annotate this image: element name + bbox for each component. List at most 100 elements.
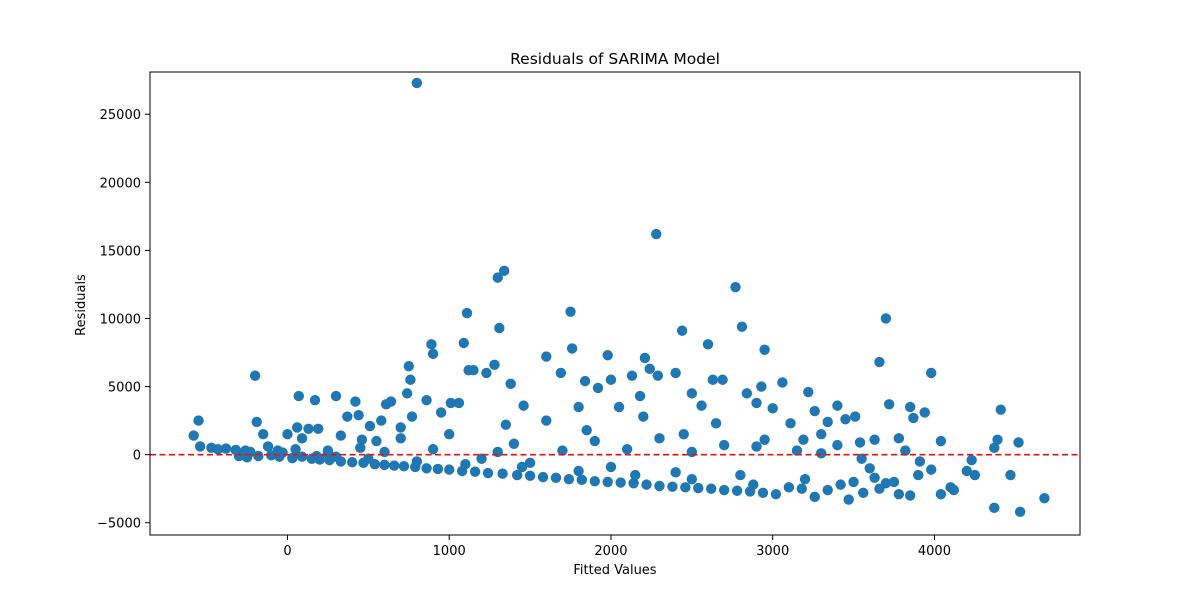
data-point [330,390,342,402]
data-point [444,429,455,440]
data-point [353,409,364,421]
y-axis-label: Residuals [74,274,89,336]
data-point [686,473,698,485]
data-point [296,451,308,462]
data-point [759,434,770,445]
data-point [537,471,549,483]
data-point [426,339,437,350]
data-point [809,491,820,503]
data-point [854,437,866,448]
data-point [492,272,503,283]
data-point [505,378,516,390]
data-point [809,405,820,417]
data-point [395,422,406,433]
data-point [427,348,439,360]
data-point [856,453,867,464]
data-point [626,370,638,381]
data-point [908,412,919,424]
data-point [581,424,592,436]
data-point [309,394,321,406]
data-point [832,439,843,451]
data-point [770,488,782,500]
data-point [670,467,681,478]
data-point [621,444,633,455]
data-point [730,281,741,293]
data-point [874,483,885,494]
data-point [524,470,536,481]
data-point [461,307,473,319]
data-point [652,370,664,381]
data-point [731,485,743,496]
data-point [914,456,926,467]
y-tick-label: 15000 [100,244,141,259]
data-point [888,476,900,488]
data-point [893,488,905,500]
data-point [274,451,285,462]
data-point [693,482,704,494]
data-point [576,474,588,486]
data-point [634,390,646,402]
data-point [759,344,770,355]
data-point [541,351,552,362]
data-point [605,374,617,385]
data-point [736,321,748,332]
data-point [291,422,303,433]
data-point [654,480,665,492]
data-point [212,444,224,455]
x-axis-label: Fitted Values [573,563,656,578]
data-point [615,477,626,488]
data-point [654,433,665,444]
data-point [641,479,652,490]
data-point [406,411,418,422]
y-tick-label: 25000 [100,108,141,123]
data-point [241,452,253,463]
data-point [589,476,600,487]
data-point [926,367,937,379]
data-point [458,337,469,349]
data-point [849,411,861,422]
data-point [432,463,444,475]
data-point [518,400,529,411]
data-point [602,350,613,361]
data-point [644,363,655,375]
data-point [379,446,390,458]
data-point [499,265,510,277]
data-point [557,445,568,456]
data-point [686,388,698,399]
data-point [322,445,334,456]
data-point [376,415,387,426]
data-point [573,401,584,413]
data-point [686,446,698,458]
data-point [961,465,972,477]
data-point [364,420,376,432]
data-point [524,457,536,469]
data-point [869,434,880,445]
data-point [435,407,447,418]
data-point [516,461,528,473]
data-point [904,490,916,501]
data-point [718,439,730,451]
data-point [427,444,439,455]
data-point [630,469,641,481]
data-point [989,502,1000,513]
data-point [355,442,366,454]
y-tick-label: 10000 [100,312,141,327]
data-point [989,442,1000,454]
data-point [311,450,322,462]
data-point [282,429,293,440]
data-point [605,461,617,473]
data-point [476,453,487,464]
data-point [233,450,245,462]
data-point [822,484,833,496]
data-point [913,469,924,481]
data-point [500,419,512,430]
data-point [638,411,649,422]
data-point [445,397,457,409]
data-point [676,325,688,336]
data-point [945,482,956,493]
data-point [1014,506,1026,518]
data-point [379,459,390,471]
data-point [565,306,576,317]
data-point [667,481,678,492]
data-point [602,476,613,488]
